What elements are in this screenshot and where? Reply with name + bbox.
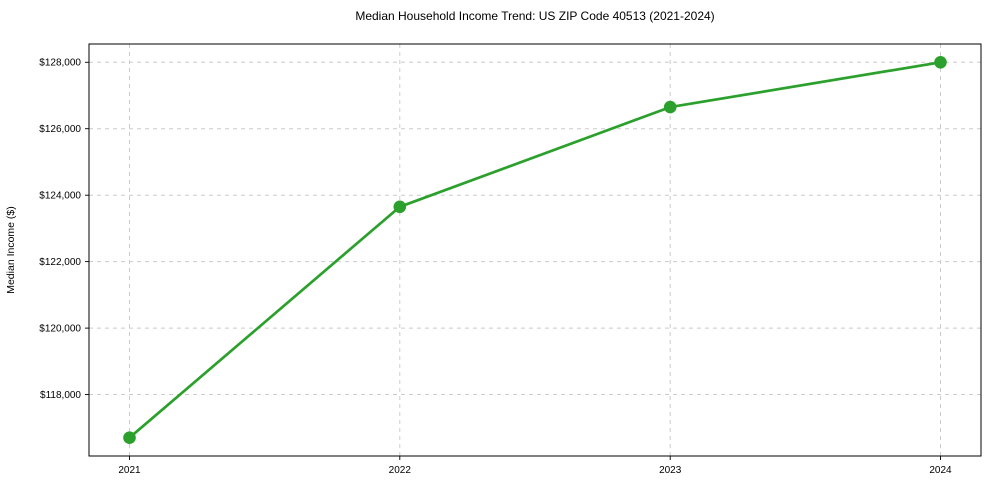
x-tick-label: 2023 — [659, 465, 682, 476]
y-tick-label: $120,000 — [39, 324, 81, 335]
data-point-marker — [934, 56, 947, 69]
x-tick-label: 2022 — [389, 465, 412, 476]
plot-border — [88, 43, 982, 457]
y-tick-label: $128,000 — [39, 58, 81, 69]
x-tick-label: 2024 — [929, 465, 952, 476]
y-tick-label: $118,000 — [40, 390, 81, 401]
income-trend-line — [128, 60, 942, 440]
y-tick-label: $122,000 — [39, 257, 81, 268]
chart-title: Median Household Income Trend: US ZIP Co… — [355, 9, 715, 23]
y-tick-label: $124,000 — [39, 191, 81, 202]
data-point-marker — [663, 100, 677, 114]
x-tick-label: 2021 — [118, 465, 141, 476]
y-tick-label: $126,000 — [39, 124, 81, 135]
data-point-marker — [123, 431, 136, 445]
data-point-marker — [393, 200, 407, 214]
